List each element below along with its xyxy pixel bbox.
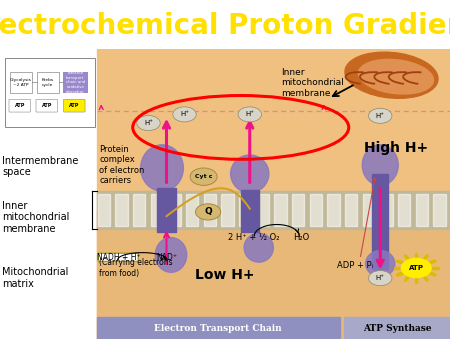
Bar (239, 194, 251, 226)
Circle shape (190, 168, 217, 185)
Ellipse shape (244, 233, 274, 262)
Text: Inner
mitochondrial
membrane: Inner mitochondrial membrane (281, 68, 344, 98)
Text: Electron Transport Chain: Electron Transport Chain (154, 324, 282, 333)
Ellipse shape (359, 59, 433, 94)
Bar (151, 194, 163, 226)
FancyBboxPatch shape (9, 99, 31, 112)
Text: H⁺: H⁺ (376, 113, 385, 119)
Bar (274, 194, 287, 226)
Text: Glycolysis
~2 ATP: Glycolysis ~2 ATP (10, 78, 32, 87)
Bar (97, 210, 450, 339)
Bar (292, 194, 304, 226)
Text: NAD⁺: NAD⁺ (156, 253, 177, 262)
Bar (97, 317, 340, 339)
Text: Cyt c: Cyt c (195, 174, 212, 179)
Bar (241, 190, 259, 232)
Bar (97, 191, 450, 229)
Text: H⁺: H⁺ (376, 275, 385, 281)
FancyBboxPatch shape (98, 253, 138, 261)
Text: (Carrying electrons
from food): (Carrying electrons from food) (99, 258, 173, 278)
Circle shape (369, 108, 392, 123)
Bar (345, 194, 357, 226)
Bar (168, 194, 180, 226)
Circle shape (173, 107, 196, 122)
Text: Inner
mitochondrial
membrane: Inner mitochondrial membrane (2, 201, 70, 234)
Text: ATP: ATP (69, 103, 80, 108)
Circle shape (195, 204, 220, 220)
Circle shape (401, 258, 431, 278)
Bar (310, 194, 322, 226)
Bar (10, 72, 32, 93)
Ellipse shape (140, 145, 184, 191)
Text: ADP + Pᵢ: ADP + Pᵢ (338, 261, 374, 270)
Bar (0, 49, 97, 339)
Bar (433, 194, 446, 226)
Bar (363, 194, 375, 226)
Bar (221, 194, 234, 226)
Bar (4, 58, 94, 127)
Text: 2 H⁺ + ½ O₂: 2 H⁺ + ½ O₂ (229, 233, 280, 242)
Circle shape (238, 107, 261, 122)
Bar (186, 194, 198, 226)
Text: H₂O: H₂O (293, 233, 310, 242)
Text: H⁺: H⁺ (245, 112, 254, 117)
Text: Mitochondrial
matrix: Mitochondrial matrix (2, 267, 68, 289)
Ellipse shape (155, 238, 187, 272)
Circle shape (137, 116, 160, 131)
Bar (37, 72, 58, 93)
Text: NADH + H⁺: NADH + H⁺ (97, 253, 140, 262)
Bar (157, 188, 176, 232)
Bar (415, 194, 428, 226)
Text: ATP: ATP (14, 103, 25, 108)
FancyBboxPatch shape (36, 99, 58, 112)
Bar (327, 194, 340, 226)
Text: Electrochemical Proton Gradient: Electrochemical Proton Gradient (0, 12, 450, 40)
Ellipse shape (345, 52, 438, 98)
Text: Intermembrane
space: Intermembrane space (2, 156, 79, 177)
Text: ATP: ATP (41, 103, 52, 108)
Bar (256, 194, 269, 226)
FancyBboxPatch shape (63, 99, 85, 112)
Text: H⁺: H⁺ (144, 120, 153, 126)
Bar (63, 72, 88, 93)
Ellipse shape (362, 145, 398, 185)
Bar (372, 174, 388, 270)
Circle shape (369, 271, 392, 286)
Text: Protein
complex
of electron
carriers: Protein complex of electron carriers (99, 145, 144, 185)
Text: Q: Q (204, 207, 212, 216)
Bar (115, 194, 128, 226)
Text: H⁺: H⁺ (180, 112, 189, 117)
Text: Krebs
cycle: Krebs cycle (42, 78, 54, 87)
Bar (203, 194, 216, 226)
Ellipse shape (365, 251, 395, 277)
Text: High H+: High H+ (364, 141, 428, 155)
Bar (380, 194, 392, 226)
Bar (97, 49, 450, 339)
Text: ATP: ATP (409, 265, 424, 271)
Ellipse shape (231, 155, 269, 193)
Text: Electron
transport
chain and
oxidative
phosphor.: Electron transport chain and oxidative p… (66, 71, 85, 94)
Bar (344, 317, 450, 339)
Text: ATP Synthase: ATP Synthase (363, 324, 432, 333)
Bar (133, 194, 145, 226)
Text: Low H+: Low H+ (195, 268, 255, 282)
Bar (398, 194, 410, 226)
Bar (98, 194, 110, 226)
